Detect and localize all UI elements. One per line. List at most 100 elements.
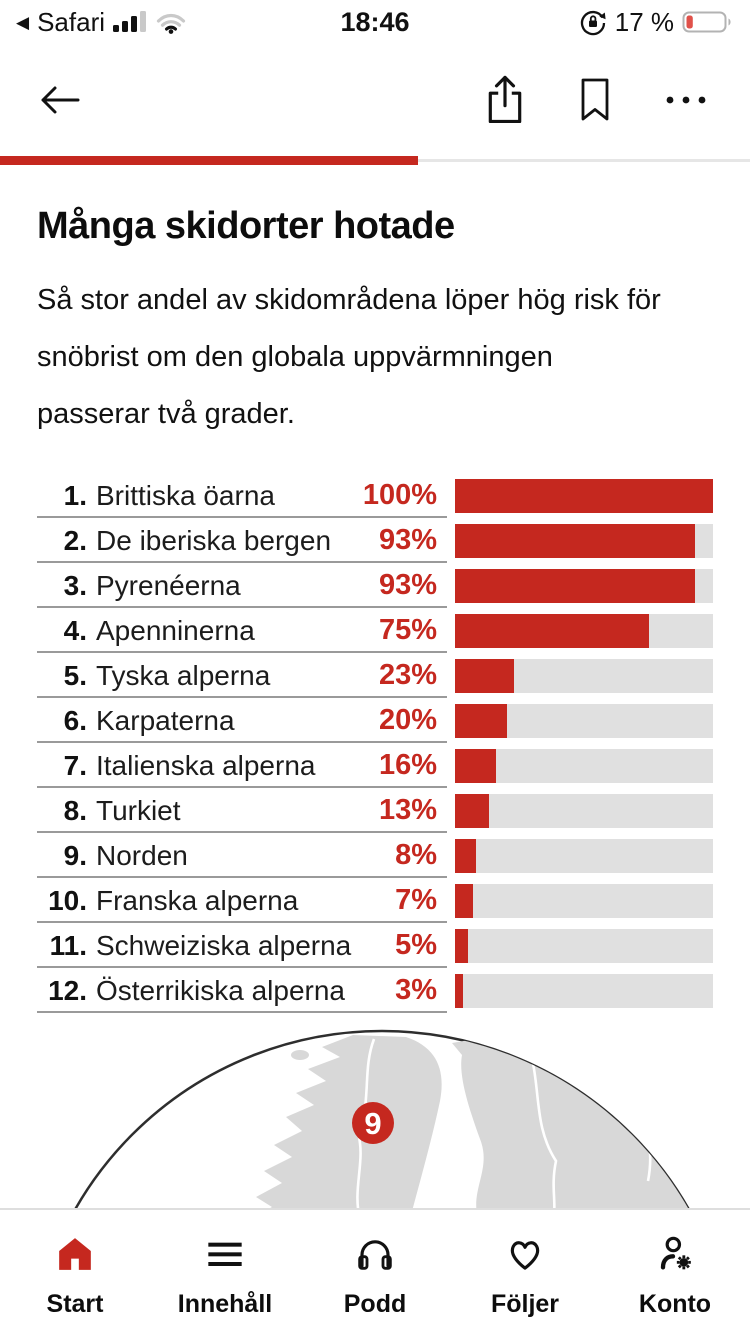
back-button[interactable] xyxy=(36,80,82,120)
chart-row: 1. Brittiska öarna 100% xyxy=(37,473,713,518)
chart-bar-fill xyxy=(455,613,649,648)
status-time: 18:46 xyxy=(340,6,410,37)
chart-rank: 10. xyxy=(48,884,87,916)
chart-rank: 6. xyxy=(63,704,87,736)
chart-bar-track xyxy=(455,793,713,828)
chart-value-label: 5% xyxy=(395,929,437,961)
tab-konto[interactable]: Konto xyxy=(600,1210,750,1334)
chart-value-label: 75% xyxy=(378,614,437,646)
chart-rank: 2. xyxy=(63,524,87,556)
tab-start[interactable]: Start xyxy=(0,1210,150,1334)
chart-bar-track xyxy=(455,568,713,603)
chart-rank: 12. xyxy=(48,974,87,1006)
chart-value-label: 100% xyxy=(362,479,437,511)
chart-row: 4. Apenninerna 75% xyxy=(37,608,713,653)
back-to-app-icon[interactable]: ◀ xyxy=(16,12,30,32)
chart-bar-fill xyxy=(455,568,695,603)
home-icon xyxy=(59,1238,91,1270)
chart-rank: 4. xyxy=(63,614,87,646)
read-progress-bar xyxy=(0,156,750,165)
chart-category-label: De iberiska bergen xyxy=(96,524,332,556)
chart-rank: 7. xyxy=(63,749,87,781)
chart-row: 3. Pyrenéerna 93% xyxy=(37,563,713,608)
chart-row: 11. Schweiziska alperna 5% xyxy=(37,923,713,968)
chart-value-label: 20% xyxy=(378,704,437,736)
gear xyxy=(676,1255,691,1270)
more-options-button[interactable] xyxy=(664,94,708,106)
chart-bar-fill xyxy=(455,973,463,1008)
chart-bar-fill xyxy=(455,748,497,783)
chart-category-label: Turkiet xyxy=(96,794,181,826)
article-title: Många skidorter hotade xyxy=(37,205,455,247)
read-progress-track xyxy=(417,159,750,162)
chart-row-separator xyxy=(37,876,447,878)
chart-value-label: 7% xyxy=(395,884,437,916)
menu-icon xyxy=(208,1242,242,1266)
share-button[interactable] xyxy=(484,74,526,126)
chart-row: 8. Turkiet 13% xyxy=(37,788,713,833)
map-marker-9: 9 xyxy=(352,1102,394,1144)
border-finland-east xyxy=(522,1034,558,1220)
chart-row-separator xyxy=(37,651,447,653)
chart-value-label: 16% xyxy=(378,749,437,781)
chart-bar-track xyxy=(455,748,713,783)
chart-bar-track xyxy=(455,838,713,873)
chart-row-separator xyxy=(37,966,447,968)
chart-value-label: 93% xyxy=(378,524,437,556)
tab-podd[interactable]: Podd xyxy=(300,1210,450,1334)
chart-row-separator xyxy=(37,561,447,563)
chart-row-separator xyxy=(37,696,447,698)
chart-category-label: Tyska alperna xyxy=(96,659,271,691)
tab-foljer[interactable]: Följer xyxy=(450,1210,600,1334)
chart-value-label: 3% xyxy=(395,974,437,1006)
chart-row: 9. Norden 8% xyxy=(37,833,713,878)
chart-bar-fill xyxy=(455,838,476,873)
account-gear-icon xyxy=(660,1236,691,1270)
headphones-icon xyxy=(358,1240,392,1270)
chart-bar-fill xyxy=(455,928,468,963)
chart-row: 6. Karpaterna 20% xyxy=(37,698,713,743)
chart-category-label: Brittiska öarna xyxy=(96,479,275,511)
bookmark-button[interactable] xyxy=(578,77,612,123)
chart-row-separator xyxy=(37,786,447,788)
svg-text:9: 9 xyxy=(364,1106,381,1141)
chart-category-label: Karpaterna xyxy=(96,704,235,736)
chart-row: 7. Italienska alperna 16% xyxy=(37,743,713,788)
chart-category-label: Pyrenéerna xyxy=(96,569,241,601)
chart-bar-track xyxy=(455,703,713,738)
chart-category-label: Schweiziska alperna xyxy=(96,929,352,961)
chart-bar-fill xyxy=(455,658,515,693)
bottom-tab-bar: Start Innehåll Podd Följer xyxy=(0,1208,750,1334)
read-progress-fill xyxy=(0,156,418,165)
chart-row-separator xyxy=(37,1011,447,1013)
chart-bar-track xyxy=(455,883,713,918)
chart-rank: 11. xyxy=(49,929,87,961)
wifi-icon xyxy=(156,13,186,34)
back-to-app-label[interactable]: Safari xyxy=(37,6,105,37)
chart-value-label: 23% xyxy=(378,659,437,691)
chart-row-separator xyxy=(37,831,447,833)
chart-bar-track xyxy=(455,973,713,1008)
status-bar: ◀ Safari 18:46 17 % xyxy=(0,0,750,44)
chart-bar-fill xyxy=(455,523,695,558)
cellular-signal-icon xyxy=(113,11,146,32)
chart-category-label: Österrikiska alperna xyxy=(96,974,345,1006)
chart-bar-track xyxy=(455,928,713,963)
chart-row-separator xyxy=(37,516,447,518)
chart-rank: 5. xyxy=(63,659,87,691)
chart-bar-fill xyxy=(455,703,507,738)
chart-rank: 3. xyxy=(63,569,87,601)
chart-row: 5. Tyska alperna 23% xyxy=(37,653,713,698)
heart-icon xyxy=(510,1241,540,1270)
chart-category-label: Italienska alperna xyxy=(96,749,316,781)
tab-innehall[interactable]: Innehåll xyxy=(150,1210,300,1334)
chart-row-separator xyxy=(37,741,447,743)
chart-bar-fill xyxy=(455,478,713,513)
chart-bar-track xyxy=(455,613,713,648)
chart-row: 2. De iberiska bergen 93% xyxy=(37,518,713,563)
chart-category-label: Norden xyxy=(96,839,188,871)
chart-category-label: Apenninerna xyxy=(96,614,255,646)
chart-row: 12. Österrikiska alperna 3% xyxy=(37,968,713,1013)
chart-bar-fill xyxy=(455,793,489,828)
orientation-lock-icon xyxy=(580,10,606,36)
